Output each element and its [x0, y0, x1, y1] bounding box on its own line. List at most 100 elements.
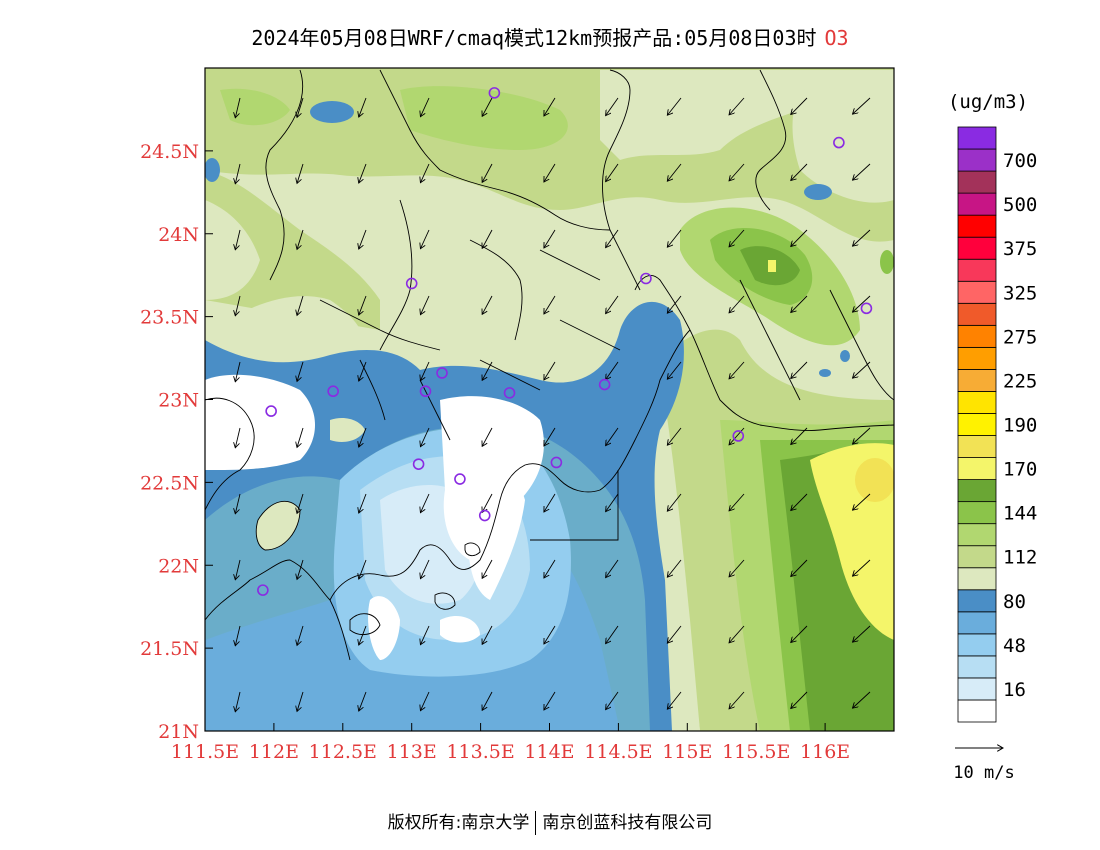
- legend-swatch: [957, 677, 997, 701]
- y-tick-label: 21.5N: [140, 638, 199, 660]
- wind-arrow: [482, 229, 493, 248]
- wind-arrow: [420, 295, 430, 315]
- wind-arrow: [667, 229, 682, 247]
- wind-arrow: [544, 559, 556, 578]
- wind-arrow: [235, 229, 241, 250]
- wind-arrow: [606, 361, 619, 380]
- legend-swatch: [957, 324, 997, 348]
- y-tick-label: 23N: [158, 390, 199, 412]
- wind-arrow: [420, 229, 430, 249]
- wind-arrow: [235, 361, 241, 382]
- wind-arrow: [791, 427, 808, 445]
- wind-arrow: [544, 625, 556, 644]
- wind-arrow: [791, 163, 808, 181]
- wind-arrow: [791, 625, 808, 643]
- legend-swatch: [957, 457, 997, 480]
- wind-arrow: [606, 691, 619, 710]
- wind-arrow: [667, 163, 682, 181]
- wind-arrow: [359, 625, 367, 645]
- x-tick-label: 116E: [800, 741, 850, 763]
- color-legend: (ug/m3) 16 48 80 112 144 170 190 225 275 325 375 50…: [948, 91, 1037, 723]
- legend-swatch: [957, 655, 997, 679]
- station-marker: [478, 509, 491, 522]
- y-tick-label: 22.5N: [140, 472, 199, 494]
- x-tick-label: 113.5E: [446, 741, 514, 763]
- x-tick-label: 115E: [662, 741, 712, 763]
- wind-arrow: [729, 295, 745, 313]
- wind-arrow: [667, 97, 682, 115]
- wind-arrow: [852, 625, 871, 642]
- station-marker: [503, 387, 516, 399]
- legend-swatch: [957, 435, 997, 458]
- wind-arrow: [667, 493, 682, 511]
- wind-arrow: [235, 493, 241, 514]
- wind-arrow: [667, 361, 682, 379]
- wind-arrow: [544, 427, 556, 446]
- wind-arrow: [729, 559, 745, 577]
- station-marker: [436, 367, 448, 379]
- x-tick-label: 111.5E: [171, 741, 239, 763]
- wind-arrow: [482, 559, 493, 578]
- wind-arrow: [482, 625, 493, 644]
- legend-swatch: [957, 126, 997, 150]
- wind-arrow: [482, 361, 493, 380]
- wind-arrow: [544, 229, 556, 248]
- copyright-footer: 版权所有:南京大学 南京创蓝科技有限公司: [0, 808, 1100, 835]
- legend-swatch: [957, 280, 997, 304]
- wind-arrow: [420, 493, 430, 513]
- wind-arrow: [420, 625, 430, 645]
- station-marker: [598, 378, 611, 391]
- wind-arrow: [667, 691, 682, 709]
- wind-arrow: [606, 229, 619, 248]
- wind-arrow: [606, 427, 619, 446]
- wind-arrow: [544, 691, 556, 710]
- legend-swatch: [957, 479, 997, 503]
- wind-arrow: [667, 625, 682, 643]
- wind-arrow: [729, 97, 745, 115]
- wind-arrow: [852, 559, 871, 576]
- wind-scale-label: 10 m/s: [953, 763, 1014, 783]
- legend-swatch: [957, 302, 997, 326]
- legend-label: 144: [1003, 503, 1037, 525]
- wind-arrow: [606, 97, 619, 116]
- legend-swatch: [957, 545, 997, 569]
- wind-arrow: [482, 691, 493, 710]
- legend-label: 325: [1003, 282, 1037, 304]
- wind-arrow: [235, 691, 241, 712]
- wind-arrow: [606, 625, 619, 644]
- wind-arrow: [359, 97, 367, 117]
- wind-arrow: [359, 427, 367, 447]
- wind-scale: 10 m/s: [953, 748, 1015, 783]
- wind-arrow: [852, 493, 871, 510]
- wind-arrow: [482, 97, 493, 116]
- wind-arrow: [852, 295, 871, 312]
- x-tick-label: 115.5E: [722, 741, 790, 763]
- legend-swatch: [957, 611, 997, 635]
- station-marker: [488, 87, 501, 99]
- wind-arrow: [606, 163, 619, 182]
- wind-arrow: [359, 295, 367, 315]
- legend-label: 500: [1003, 194, 1037, 216]
- wind-arrow: [482, 493, 493, 512]
- y-tick-label: 24N: [158, 224, 199, 246]
- legend-swatch: [957, 633, 997, 657]
- x-tick-label: 112.5E: [309, 741, 377, 763]
- x-axis: 111.5E 112E 112.5E 113E 113.5E 114E 114.5E 115E…: [171, 723, 850, 763]
- wind-arrow: [729, 361, 745, 379]
- wind-arrow: [359, 361, 367, 381]
- y-axis: 21N 21.5N 22N 22.5N 23N 23.5N 24N 24.5N: [140, 141, 213, 743]
- legend-label: 375: [1003, 238, 1037, 260]
- station-marker: [405, 277, 418, 290]
- wind-arrow: [359, 163, 367, 183]
- wind-arrow: [297, 427, 304, 447]
- title-main: 2024年05月08日WRF/cmaq模式12km预报产品:05月08日03时: [251, 26, 817, 50]
- wind-arrow: [791, 493, 808, 511]
- wind-arrow: [606, 493, 619, 512]
- wind-arrow: [297, 295, 304, 315]
- wind-arrow: [791, 361, 808, 379]
- wind-arrow: [544, 493, 556, 512]
- wind-arrow: [791, 295, 808, 313]
- wind-arrow: [852, 691, 871, 708]
- wind-arrow: [359, 559, 367, 579]
- legend-swatch: [957, 413, 997, 436]
